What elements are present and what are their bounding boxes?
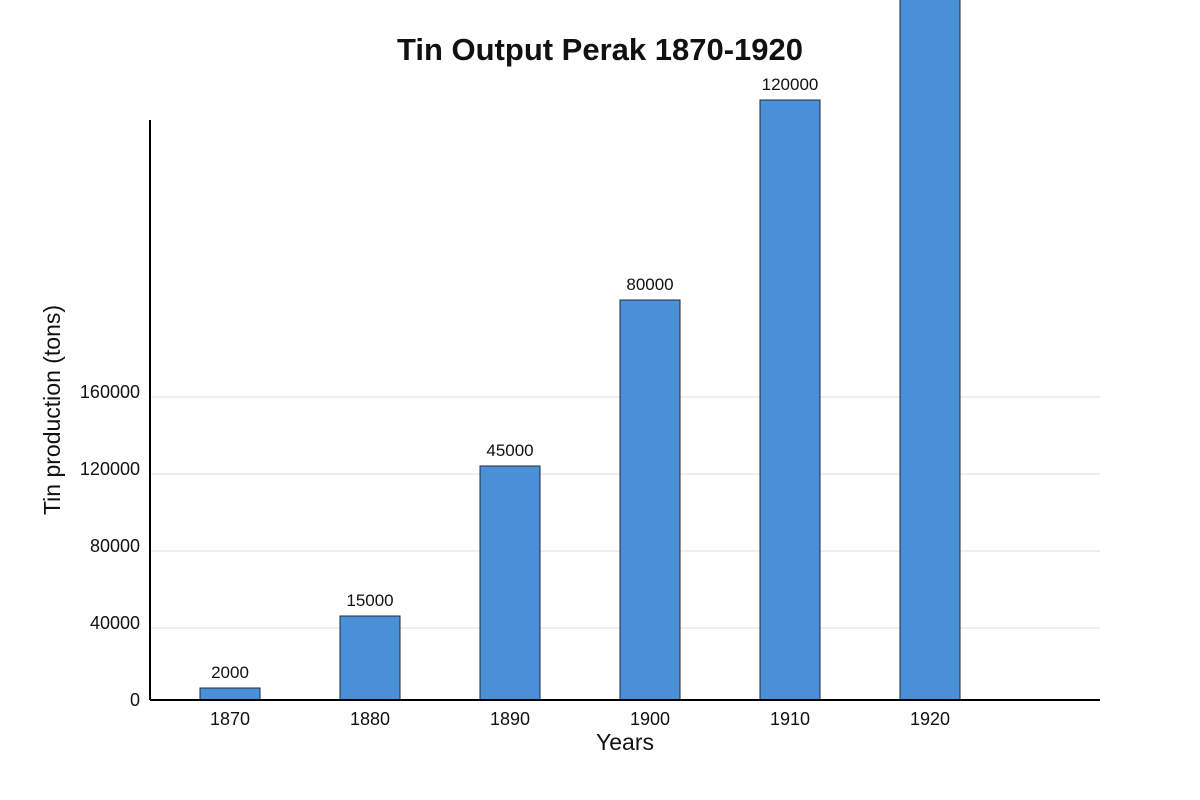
y-axis-title: Tin production (tons)	[39, 305, 65, 515]
bar-data-label: 80000	[626, 275, 673, 294]
bar-data-label: 15000	[346, 591, 393, 610]
bar-data-label: 2000	[211, 663, 249, 682]
y-tick-label: 160000	[80, 382, 140, 402]
bar-data-labels: 2000 15000 45000 80000 120000	[211, 75, 818, 682]
y-tick-label: 40000	[90, 613, 140, 633]
bar-1900	[619, 299, 681, 701]
x-tick-label: 1880	[350, 709, 390, 729]
bar-series	[199, 0, 961, 701]
x-tick-label: 1920	[910, 709, 950, 729]
x-tick-label: 1890	[490, 709, 530, 729]
bar-1890	[479, 465, 541, 701]
bar-1870	[199, 687, 261, 701]
x-tick-label: 1900	[630, 709, 670, 729]
y-tick-label: 120000	[80, 459, 140, 479]
bar-data-label: 120000	[762, 75, 819, 94]
bar-1880	[339, 615, 401, 701]
bar-data-label: 45000	[486, 441, 533, 460]
x-tick-label: 1870	[210, 709, 250, 729]
bar-1920	[899, 0, 961, 701]
x-axis-ticks: 1870 1880 1890 1900 1910 1920	[210, 709, 950, 729]
x-tick-label: 1910	[770, 709, 810, 729]
bar-1910	[759, 99, 821, 701]
y-tick-label: 0	[130, 690, 140, 710]
y-tick-label: 80000	[90, 536, 140, 556]
chart-title: Tin Output Perak 1870-1920	[397, 32, 803, 67]
x-axis-title: Years	[596, 729, 654, 755]
y-axis-ticks: 0 40000 80000 120000 160000	[80, 382, 140, 710]
